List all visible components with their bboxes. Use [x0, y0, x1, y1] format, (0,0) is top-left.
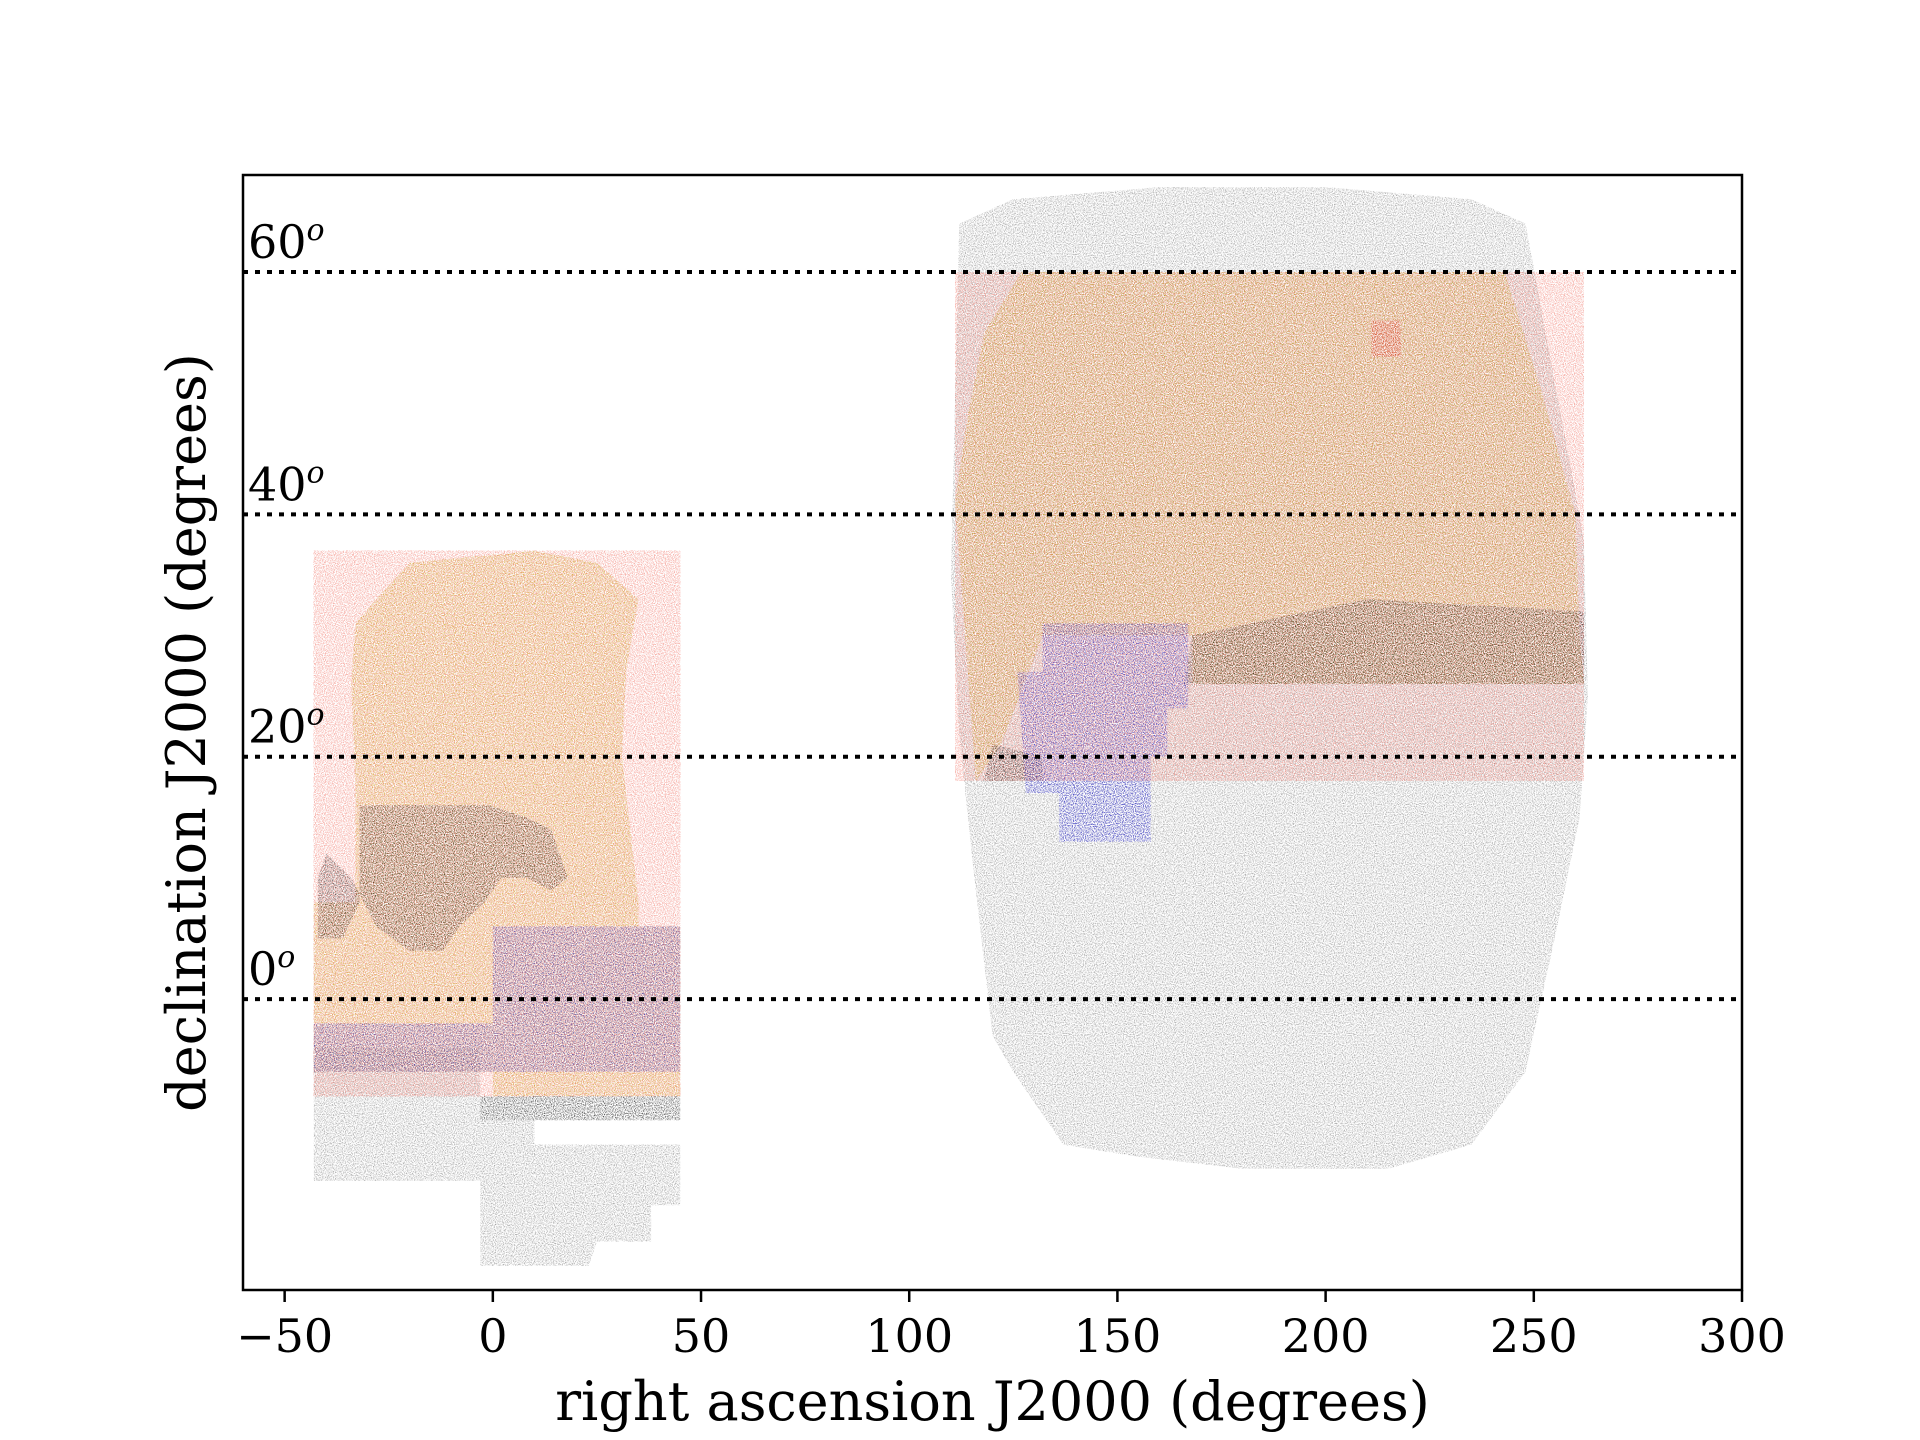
x-tick-label: −50 — [236, 1309, 333, 1363]
x-tick-label: 300 — [1698, 1309, 1786, 1363]
dec-label-0: 0o — [248, 940, 295, 996]
x-axis-ticks: −50 0 50 100 150 200 250 300 — [236, 1290, 1786, 1363]
gray-region-2 — [313, 1047, 681, 1266]
dec-label-40: 40o — [248, 455, 325, 511]
x-tick-label: 250 — [1490, 1309, 1578, 1363]
dec-label-sup: o — [307, 698, 325, 733]
dec-label-sup: o — [277, 940, 295, 975]
x-tick-label: 100 — [865, 1309, 953, 1363]
gold-speckle-2 — [313, 550, 681, 1097]
plot-frame — [241, 173, 1744, 1292]
gold-speckle-1 — [955, 272, 1584, 781]
x-tick-label: 0 — [478, 1309, 507, 1363]
gold-red-speckle — [313, 272, 1584, 1097]
dec-label-sup: o — [307, 213, 325, 248]
y-axis-label: declination J2000 (degrees) — [155, 353, 218, 1112]
x-tick-label: 200 — [1282, 1309, 1370, 1363]
x-tick-label: 150 — [1074, 1309, 1162, 1363]
x-tick-label: 50 — [672, 1309, 731, 1363]
black-region-2 — [480, 1096, 681, 1121]
survey-regions — [313, 187, 1588, 1266]
declination-lines: 0o 20o 40o 60o — [243, 213, 1742, 1002]
x-axis-label: right ascension J2000 (degrees) — [555, 1370, 1430, 1433]
dec-label-20: 20o — [248, 698, 325, 754]
dec-label-60: 60o — [248, 213, 325, 269]
blue-region-1 — [1017, 623, 1189, 842]
dec-label-sup: o — [307, 455, 325, 490]
